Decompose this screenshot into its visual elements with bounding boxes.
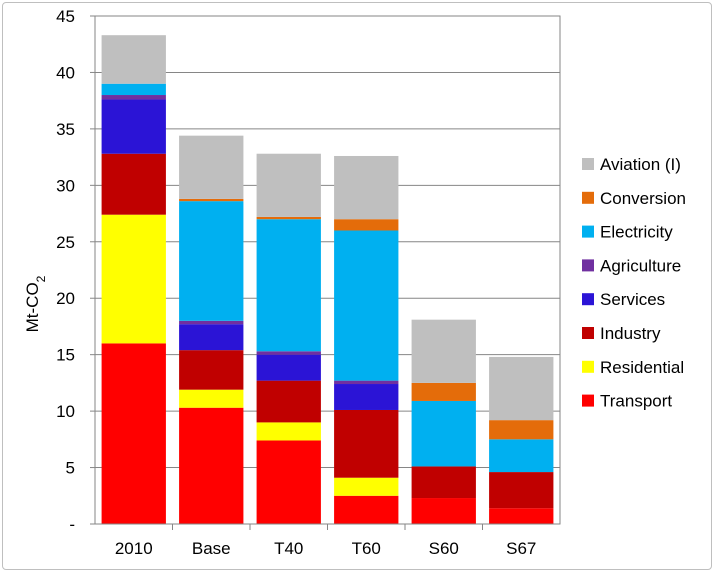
legend-swatch (582, 259, 594, 272)
y-tick-label: 20 (56, 289, 75, 308)
bar-segment-services-t40 (256, 354, 321, 381)
bar-segment-services-2010 (101, 99, 166, 154)
bar-segment-electricity-s60 (411, 400, 476, 467)
bar-segment-agriculture-base (179, 320, 244, 325)
bar-segment-aviation-i-t40 (256, 153, 321, 217)
x-tick-label: T60 (352, 539, 381, 558)
y-tick-label: 35 (56, 120, 75, 139)
bar-segment-residential-base (179, 389, 244, 408)
y-tick-label: 45 (56, 7, 75, 26)
y-tick-label: 10 (56, 402, 75, 421)
bar-segment-electricity-2010 (101, 83, 166, 96)
bar-segment-conversion-s67 (489, 420, 554, 440)
bar-segment-transport-s60 (411, 498, 476, 524)
x-tick-label: Base (192, 539, 231, 558)
bar-segment-agriculture-t40 (256, 351, 321, 355)
legend-swatch (582, 158, 594, 170)
bar-segment-industry-base (179, 350, 244, 390)
y-tick-label: 25 (56, 233, 75, 252)
y-tick-label: 15 (56, 346, 75, 365)
bar-segment-transport-t40 (256, 440, 321, 524)
y-axis-label: Mt-CO2 (23, 275, 48, 332)
x-tick-labels: 2010 Base T40 T60 S60 S67 (115, 539, 537, 558)
legend-label: Services (600, 290, 665, 309)
bar-segment-conversion-s60 (411, 382, 476, 401)
bar-segment-services-t60 (334, 384, 399, 410)
bar-segment-industry-t60 (334, 409, 399, 478)
bar-segment-agriculture-t60 (334, 380, 399, 385)
bar-segment-conversion-base (179, 198, 244, 202)
legend-label: Residential (600, 358, 684, 377)
bar-segment-industry-s67 (489, 472, 554, 509)
bar-segment-industry-s60 (411, 466, 476, 499)
y-tick-labels: - 5 10 15 20 25 30 35 40 45 (56, 7, 75, 534)
legend-label: Aviation (I) (600, 155, 681, 174)
x-tick-label: T40 (274, 539, 303, 558)
legend-label: Electricity (600, 223, 673, 242)
bar-segment-aviation-i-t60 (334, 155, 399, 220)
bars (101, 35, 554, 524)
bar-segment-industry-t40 (256, 380, 321, 423)
bar-segment-electricity-t60 (334, 230, 399, 381)
x-tick-label: S60 (429, 539, 459, 558)
bar-segment-transport-t60 (334, 495, 399, 524)
legend-swatch (582, 293, 594, 306)
bar-segment-transport-s67 (489, 508, 554, 524)
y-tick-label: 5 (66, 459, 75, 478)
bar-segment-electricity-s67 (489, 439, 554, 473)
bar-segment-residential-t60 (334, 477, 399, 496)
y-tick-label: 30 (56, 176, 75, 195)
x-tick-label: 2010 (115, 539, 153, 558)
legend-label: Industry (600, 324, 661, 343)
bar-segment-transport-base (179, 407, 244, 524)
legend-label: Transport (600, 392, 672, 411)
bar-segment-aviation-i-s67 (489, 356, 554, 421)
legend: Aviation (I) Conversion Electricity Agricul… (582, 155, 686, 411)
bar-segment-aviation-i-2010 (101, 35, 166, 84)
bar-segment-agriculture-2010 (101, 95, 166, 100)
legend-label: Conversion (600, 189, 686, 208)
y-tick-label: 40 (56, 63, 75, 82)
bar-segment-electricity-t40 (256, 219, 321, 352)
bar-segment-residential-2010 (101, 214, 166, 344)
bar-segment-electricity-base (179, 201, 244, 321)
bar-segment-aviation-i-s60 (411, 319, 476, 383)
bar-segment-services-base (179, 324, 244, 351)
legend-swatch (582, 225, 594, 238)
legend-swatch (582, 327, 594, 339)
legend-swatch (582, 394, 594, 407)
y-tick-label: - (69, 515, 75, 534)
bar-segment-residential-t40 (256, 422, 321, 441)
legend-swatch (582, 360, 594, 373)
bar-segment-conversion-t60 (334, 219, 399, 231)
legend-swatch (582, 191, 594, 204)
legend-label: Agriculture (600, 256, 681, 275)
bar-segment-transport-2010 (101, 343, 166, 524)
bar-segment-conversion-t40 (256, 216, 321, 220)
x-tick-label: S67 (506, 539, 536, 558)
axes (90, 15, 561, 530)
bar-segment-aviation-i-base (179, 135, 244, 199)
bar-segment-industry-2010 (101, 153, 166, 215)
